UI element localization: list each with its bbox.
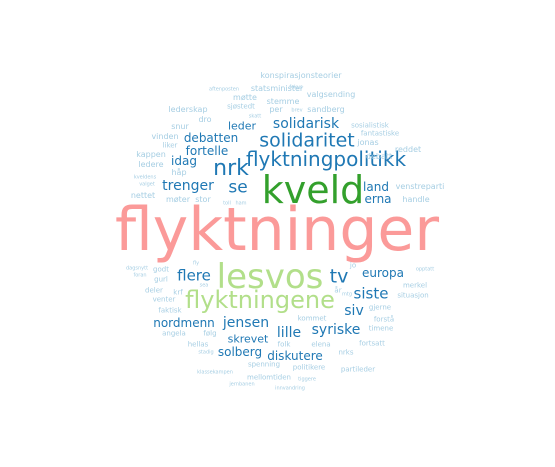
word-nrks: nrks: [338, 348, 354, 357]
word-deler: deler: [145, 286, 163, 295]
word-tiggere: tiggere: [298, 376, 316, 383]
word-konspirasjonsteorier: konspirasjonsteorier: [260, 71, 342, 80]
word-timene: timene: [368, 324, 394, 333]
word-lesvos: lesvos: [216, 257, 324, 297]
word-siv: siv: [344, 303, 364, 319]
word-nettet: nettet: [130, 191, 156, 200]
word-mellomtiden: mellomtiden: [247, 373, 291, 382]
word-europa: europa: [362, 266, 404, 280]
word-politikere: politikere: [292, 363, 326, 372]
word-erna: erna: [364, 192, 392, 206]
word-siste: siste: [353, 284, 389, 303]
word-elena: elena: [311, 340, 331, 349]
word-leder: leder: [227, 119, 257, 133]
word-kommet: kommet: [297, 314, 327, 323]
word-møter: møter: [165, 195, 191, 204]
word-flere: flere: [177, 266, 211, 285]
word-reddet: reddet: [394, 145, 422, 154]
word-jernbanen: jernbanen: [229, 381, 255, 388]
word-liker: liker: [162, 141, 178, 150]
word-stor: stor: [195, 195, 211, 204]
word-mtg: mtg: [341, 291, 353, 298]
word-debatten: debatten: [183, 131, 239, 145]
word-spenning: spenning: [247, 360, 281, 369]
word-stadig: stadig: [198, 349, 214, 356]
word-venter: venter: [152, 295, 176, 304]
word-klassekampen: klassekampen: [197, 369, 233, 376]
word-år: år: [334, 286, 342, 295]
word-faktisk: faktisk: [158, 306, 182, 315]
word-flyktningene: flyktningene: [185, 286, 335, 314]
word-sea: sea: [199, 282, 209, 289]
word-lille: lille: [276, 325, 302, 341]
word-håp: håp: [171, 168, 187, 177]
word-gurl: gurl: [154, 275, 168, 284]
word-ledere: ledere: [138, 160, 164, 169]
word-se: se: [228, 177, 248, 198]
word-folk: folk: [277, 340, 291, 349]
word-toll: toll: [223, 200, 231, 207]
word-trenger: trenger: [162, 178, 214, 194]
word-sjøstedt: sjøstedt: [227, 102, 255, 111]
word-jonas: jonas: [357, 138, 379, 147]
word-tv: tv: [329, 265, 349, 288]
word-sandberg: sandberg: [307, 105, 345, 114]
word-solberg: solberg: [217, 345, 263, 359]
word-gjerne: gjerne: [368, 303, 392, 312]
word-brev: brev: [291, 107, 303, 114]
word-land: land: [363, 180, 389, 194]
word-syriske: syriske: [311, 322, 361, 338]
word-møtte: møtte: [233, 93, 257, 102]
word-kveld: kveld: [261, 168, 365, 212]
word-opptatt: opptatt: [415, 266, 435, 273]
word-jensen: jensen: [222, 315, 270, 331]
word-partileder: partileder: [340, 365, 376, 374]
word-kveldens: kveldens: [133, 174, 157, 181]
word-forstå: forstå: [373, 315, 395, 324]
word-fokus: fokus: [289, 84, 303, 91]
word-skrevet: skrevet: [227, 332, 269, 346]
word-solidarisk: solidarisk: [272, 116, 340, 132]
word-fly: fly: [192, 260, 200, 267]
word-per: per: [269, 105, 283, 114]
word-hellas: hellas: [187, 340, 209, 349]
word-nrk: nrk: [213, 156, 249, 181]
word-situasjon: situasjon: [397, 291, 429, 300]
word-jo: jo: [349, 261, 357, 270]
word-angela: angela: [162, 329, 186, 338]
word-valget: valget: [139, 181, 155, 188]
word-stemme: stemme: [266, 97, 300, 106]
word-handle: handle: [402, 195, 430, 204]
word-valgsending: valgsending: [306, 90, 356, 99]
word-flyktninger: flyktninger: [115, 195, 439, 265]
word-debatt: debatt: [365, 152, 393, 161]
word-nordmenn: nordmenn: [153, 316, 215, 330]
word-dro: dro: [198, 115, 212, 124]
word-diskutere: diskutere: [267, 349, 323, 363]
word-flyktningpolitikk: flyktningpolitikk: [245, 147, 407, 171]
word-idag: idag: [171, 154, 197, 168]
word-følg: følg: [203, 329, 217, 338]
word-lederskap: lederskap: [168, 105, 208, 114]
word-fortelle: fortelle: [185, 144, 229, 158]
word-kappen: kappen: [136, 150, 166, 159]
word-aftenposten: aftenposten: [209, 86, 239, 93]
word-godt: godt: [153, 265, 169, 274]
word-statsminister: statsminister: [250, 84, 304, 93]
word-fortsatt: fortsatt: [359, 339, 385, 348]
word-merkel: merkel: [402, 281, 428, 290]
word-solidaritet: solidaritet: [259, 129, 355, 152]
word-sosialistisk: sosialistisk: [351, 121, 389, 130]
word-vinden: vinden: [151, 132, 179, 141]
word-ham: ham: [235, 200, 247, 207]
word-snur: snur: [171, 122, 189, 131]
word-skatt: skatt: [248, 113, 262, 120]
word-fantastiske: fantastiske: [360, 129, 400, 138]
word-venstreparti: venstreparti: [395, 182, 445, 191]
word-innvandring: innvandring: [275, 385, 305, 392]
word-foran: foran: [133, 272, 147, 279]
word-krf: krf: [173, 288, 183, 297]
word-dagsnytt: dagsnytt: [125, 265, 149, 272]
